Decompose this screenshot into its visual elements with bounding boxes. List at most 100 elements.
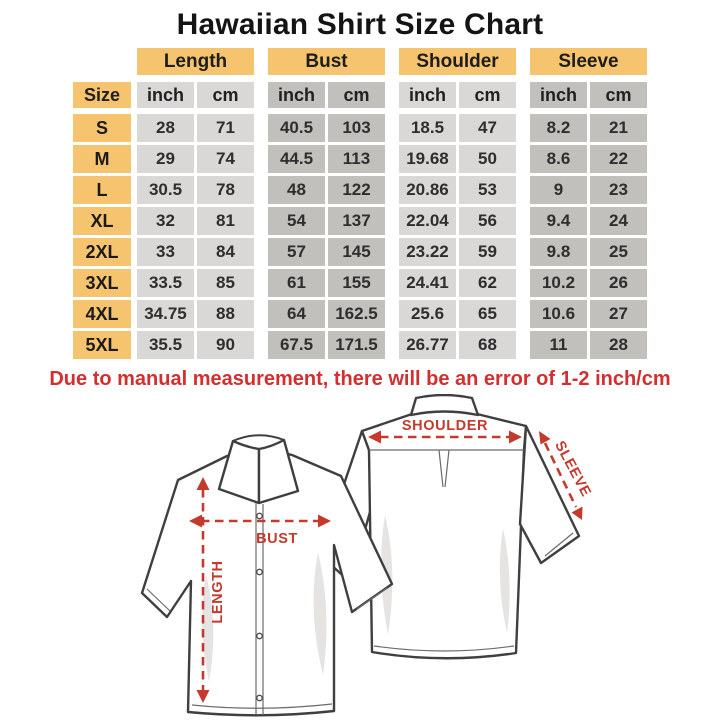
value-cell-bust-cm: 137 [328, 207, 385, 235]
value-cell-shoulder-cm: 65 [459, 300, 516, 328]
value-cell-bust-cm: 162.5 [328, 300, 385, 328]
front-hem-seam [191, 703, 333, 709]
value-cell-length-inch: 32 [137, 207, 194, 235]
value-cell-bust-inch: 64 [268, 300, 325, 328]
value-cell-bust-inch: 67.5 [268, 331, 325, 359]
table-body: S 28 71 40.5 103 18.5 47 8.2 21 M 29 74 … [73, 114, 647, 359]
value-cell-sleeve-inch: 10.2 [530, 269, 587, 297]
value-cell-bust-inch: 40.5 [268, 114, 325, 142]
value-cell-bust-inch: 57 [268, 238, 325, 266]
value-cell-bust-inch: 61 [268, 269, 325, 297]
group-header-length: Length [137, 48, 254, 75]
value-cell-length-inch: 28 [137, 114, 194, 142]
value-cell-sleeve-inch: 9.4 [530, 207, 587, 235]
value-cell-shoulder-cm: 47 [459, 114, 516, 142]
value-cell-shoulder-inch: 19.68 [399, 145, 456, 173]
unit-header-inch: inch [399, 82, 456, 108]
value-cell-sleeve-cm: 21 [590, 114, 647, 142]
value-cell-shoulder-inch: 24.41 [399, 269, 456, 297]
value-cell-shoulder-inch: 25.6 [399, 300, 456, 328]
value-cell-bust-cm: 155 [328, 269, 385, 297]
back-right-sleeve [518, 424, 581, 565]
arrowhead [196, 690, 210, 703]
bust-label: BUST [256, 531, 298, 547]
value-cell-bust-cm: 122 [328, 176, 385, 204]
size-label: 3XL [73, 269, 131, 297]
group-header-sleeve: Sleeve [530, 48, 647, 75]
value-cell-shoulder-inch: 18.5 [399, 114, 456, 142]
value-cell-shoulder-cm: 53 [459, 176, 516, 204]
value-cell-bust-cm: 113 [328, 145, 385, 173]
value-cell-sleeve-inch: 8.2 [530, 114, 587, 142]
front-left-cuff-seam [146, 588, 171, 612]
value-cell-sleeve-cm: 22 [590, 145, 647, 173]
shirt-button [256, 568, 263, 576]
value-cell-length-inch: 33.5 [137, 269, 194, 297]
unit-header-cm: cm [590, 82, 647, 108]
value-cell-length-cm: 88 [197, 300, 254, 328]
value-cell-sleeve-cm: 26 [590, 269, 647, 297]
value-cell-shoulder-inch: 26.77 [399, 331, 456, 359]
value-cell-sleeve-inch: 8.6 [530, 145, 587, 173]
arrowhead [189, 514, 202, 528]
arrowhead [509, 430, 522, 444]
group-header-shoulder: Shoulder [399, 48, 516, 75]
shirt-front-view [140, 434, 394, 717]
unit-header-inch: inch [530, 82, 587, 108]
value-cell-sleeve-inch: 9 [530, 176, 587, 204]
value-cell-length-cm: 74 [197, 145, 254, 173]
value-cell-sleeve-inch: 10.6 [530, 300, 587, 328]
value-cell-length-cm: 78 [197, 176, 254, 204]
unit-header-inch: inch [137, 82, 194, 108]
value-cell-sleeve-cm: 27 [590, 300, 647, 328]
back-pleat [438, 449, 450, 488]
page-title: Hawaiian Shirt Size Chart [176, 8, 544, 41]
value-cell-sleeve-cm: 28 [590, 331, 647, 359]
front-collar-band [232, 434, 285, 442]
value-cell-shoulder-cm: 59 [459, 238, 516, 266]
value-cell-bust-cm: 103 [328, 114, 385, 142]
unit-header-inch: inch [268, 82, 325, 108]
arrowhead [571, 506, 583, 520]
sleeve-arrow [543, 442, 578, 508]
value-cell-length-inch: 33 [137, 238, 194, 266]
back-hem-seam [373, 645, 515, 652]
value-cell-sleeve-cm: 23 [590, 176, 647, 204]
value-cell-length-cm: 90 [197, 331, 254, 359]
group-header-spacer [73, 48, 137, 75]
back-shading-right [499, 528, 510, 633]
unit-header-cm: cm [328, 82, 385, 108]
value-cell-length-inch: 29 [137, 145, 194, 173]
value-cell-length-cm: 71 [197, 114, 254, 142]
size-label: M [73, 145, 131, 173]
table-row: 2XL 33 84 57 145 23.22 59 9.8 25 [73, 238, 647, 266]
table-row: 4XL 34.75 88 64 162.5 25.6 65 10.6 27 [73, 300, 647, 328]
value-cell-bust-cm: 145 [328, 238, 385, 266]
size-label: S [73, 114, 131, 142]
shirt-button [256, 694, 263, 702]
value-cell-shoulder-inch: 20.86 [399, 176, 456, 204]
table-row: S 28 71 40.5 103 18.5 47 8.2 21 [73, 114, 647, 142]
value-cell-shoulder-inch: 22.04 [399, 207, 456, 235]
value-cell-length-inch: 35.5 [137, 331, 194, 359]
value-cell-sleeve-cm: 24 [590, 207, 647, 235]
value-cell-bust-inch: 48 [268, 176, 325, 204]
value-cell-bust-cm: 171.5 [328, 331, 385, 359]
value-cell-shoulder-cm: 56 [459, 207, 516, 235]
shirt-button [256, 512, 263, 520]
table-row: M 29 74 44.5 113 19.68 50 8.6 22 [73, 145, 647, 173]
value-cell-shoulder-cm: 68 [459, 331, 516, 359]
value-cell-sleeve-cm: 25 [590, 238, 647, 266]
table-row: XL 32 81 54 137 22.04 56 9.4 24 [73, 207, 647, 235]
value-cell-bust-inch: 54 [268, 207, 325, 235]
shirt-measurement-diagram: BUST LENGTH SHOULDER SLEEVE [140, 394, 594, 717]
value-cell-shoulder-cm: 50 [459, 145, 516, 173]
arrowhead [318, 514, 331, 528]
front-right-cuff-seam [356, 587, 388, 610]
arrowhead [196, 477, 210, 490]
size-chart-table: Length Bust Shoulder Sleeve Size inch cm… [73, 48, 647, 359]
back-collar [409, 394, 480, 417]
front-shading-right [313, 552, 327, 675]
front-shading-left [202, 575, 214, 682]
shoulder-label: SHOULDER [402, 418, 488, 434]
